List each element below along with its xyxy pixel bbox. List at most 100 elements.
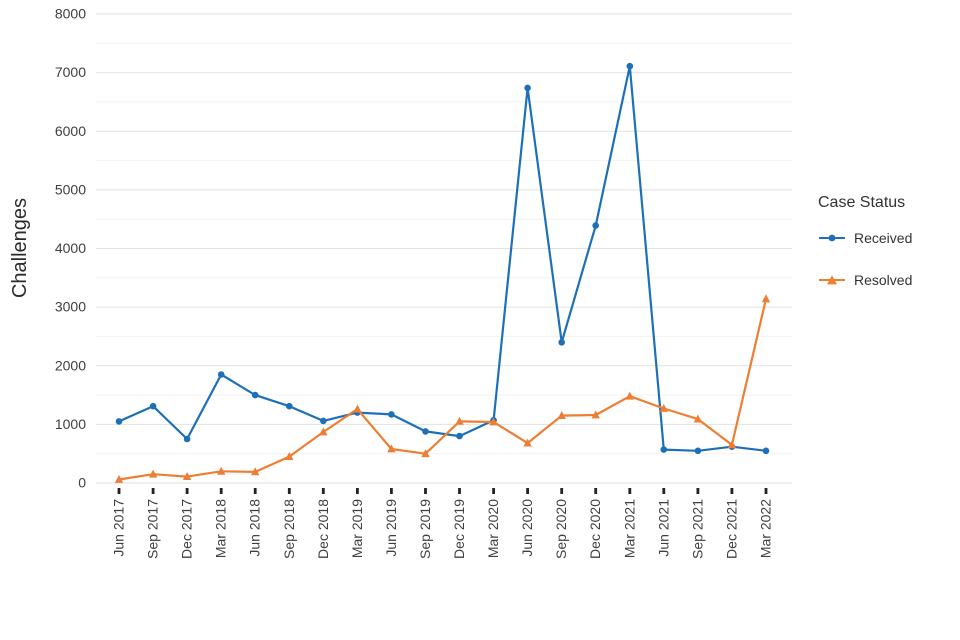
y-axis-title: Challenges bbox=[9, 198, 31, 298]
x-tick-mark bbox=[356, 488, 359, 494]
data-point-received bbox=[217, 371, 225, 378]
x-tick-label: Dec 2018 bbox=[315, 499, 331, 559]
y-tick-label: 2000 bbox=[55, 357, 86, 373]
data-point-resolved bbox=[285, 452, 294, 460]
x-tick-mark bbox=[117, 488, 121, 494]
received-dot-icon bbox=[828, 234, 836, 242]
x-tick-label: Sep 2021 bbox=[689, 499, 705, 559]
data-point-resolved bbox=[625, 391, 634, 400]
data-point-resolved bbox=[591, 410, 600, 419]
data-point-received bbox=[626, 62, 634, 70]
x-tick-mark bbox=[390, 488, 393, 494]
y-tick-label: 5000 bbox=[55, 181, 86, 197]
series-line-received bbox=[118, 65, 767, 452]
x-tick-label: Mar 2019 bbox=[349, 499, 365, 558]
legend: Case Status Received Resolved bbox=[818, 194, 912, 314]
x-tick-mark bbox=[594, 488, 598, 494]
data-point-resolved bbox=[251, 467, 260, 476]
data-point-received bbox=[149, 402, 157, 410]
y-tick-label: 0 bbox=[78, 475, 86, 491]
legend-item-resolved: Resolved bbox=[818, 272, 912, 288]
x-tick-mark bbox=[560, 488, 564, 494]
received-line-marker-icon bbox=[819, 234, 845, 242]
data-point-received bbox=[592, 222, 599, 229]
data-point-received bbox=[762, 447, 770, 455]
x-tick-mark bbox=[696, 488, 700, 494]
data-point-resolved bbox=[727, 440, 737, 449]
data-point-resolved bbox=[659, 403, 668, 412]
x-tick-label: Dec 2020 bbox=[587, 499, 603, 559]
data-point-received bbox=[558, 339, 565, 346]
data-point-received bbox=[115, 418, 123, 425]
x-tick-label: Sep 2017 bbox=[145, 499, 161, 559]
y-tick-label: 6000 bbox=[55, 123, 86, 139]
x-tick-label: Jun 2018 bbox=[247, 499, 263, 557]
data-point-resolved bbox=[148, 469, 158, 478]
resolved-triangle-icon bbox=[827, 275, 837, 285]
data-point-resolved bbox=[761, 294, 771, 303]
data-point-received bbox=[388, 411, 395, 418]
y-tick-label: 8000 bbox=[55, 6, 86, 22]
x-tick-mark bbox=[764, 488, 768, 494]
legend-label-resolved: Resolved bbox=[854, 272, 913, 288]
x-tick-label: Sep 2019 bbox=[417, 499, 433, 559]
x-tick-label: Mar 2020 bbox=[485, 499, 501, 558]
data-point-received bbox=[422, 428, 429, 435]
legend-label-received: Received bbox=[854, 230, 913, 246]
data-point-resolved bbox=[182, 472, 192, 480]
data-point-received bbox=[183, 435, 191, 443]
x-tick-mark bbox=[628, 488, 632, 494]
resolved-line-marker-icon bbox=[819, 275, 845, 285]
data-point-resolved bbox=[455, 416, 464, 425]
data-point-received bbox=[320, 417, 327, 425]
data-point-resolved bbox=[217, 466, 226, 475]
x-tick-mark bbox=[662, 488, 666, 494]
x-tick-mark bbox=[526, 488, 529, 494]
x-tick-mark bbox=[730, 488, 734, 494]
x-tick-mark bbox=[458, 488, 461, 494]
data-point-resolved bbox=[693, 414, 703, 423]
x-tick-mark bbox=[219, 488, 223, 494]
x-tick-mark bbox=[185, 488, 189, 494]
x-tick-label: Sep 2018 bbox=[281, 499, 297, 559]
x-tick-label: Dec 2017 bbox=[179, 499, 195, 559]
x-tick-mark bbox=[424, 488, 427, 494]
x-tick-label: Jun 2017 bbox=[111, 499, 127, 557]
data-point-received bbox=[694, 447, 702, 455]
y-tick-label: 4000 bbox=[55, 240, 86, 256]
y-tick-label: 7000 bbox=[55, 64, 86, 80]
x-tick-mark bbox=[492, 488, 495, 494]
data-point-resolved bbox=[489, 417, 498, 426]
x-tick-label: Sep 2020 bbox=[553, 499, 569, 559]
y-tick-label: 1000 bbox=[55, 416, 86, 432]
data-point-received bbox=[286, 402, 293, 410]
y-tick-label: 3000 bbox=[55, 299, 86, 315]
legend-title: Case Status bbox=[818, 194, 906, 211]
x-tick-label: Mar 2022 bbox=[758, 499, 774, 558]
x-tick-mark bbox=[321, 488, 325, 494]
data-point-resolved bbox=[353, 404, 362, 413]
data-point-received bbox=[456, 432, 463, 440]
x-tick-label: Mar 2021 bbox=[621, 499, 637, 558]
data-point-received bbox=[524, 84, 531, 92]
data-point-resolved bbox=[557, 411, 566, 419]
data-point-received bbox=[251, 391, 259, 399]
x-tick-label: Dec 2019 bbox=[451, 499, 467, 559]
data-point-resolved bbox=[319, 427, 328, 436]
data-point-resolved bbox=[523, 438, 532, 447]
x-tick-mark bbox=[287, 488, 291, 494]
x-tick-mark bbox=[253, 488, 257, 494]
x-tick-label: Jun 2020 bbox=[519, 499, 535, 557]
legend-item-received: Received bbox=[818, 230, 912, 246]
x-tick-label: Jun 2021 bbox=[655, 499, 671, 557]
data-point-received bbox=[660, 446, 668, 453]
data-point-resolved bbox=[421, 449, 430, 458]
data-point-resolved bbox=[387, 444, 396, 453]
data-point-resolved bbox=[114, 474, 124, 483]
series-line-resolved bbox=[118, 298, 768, 481]
x-tick-label: Jun 2019 bbox=[383, 499, 399, 557]
x-tick-mark bbox=[151, 488, 155, 494]
x-tick-label: Dec 2021 bbox=[723, 499, 739, 559]
